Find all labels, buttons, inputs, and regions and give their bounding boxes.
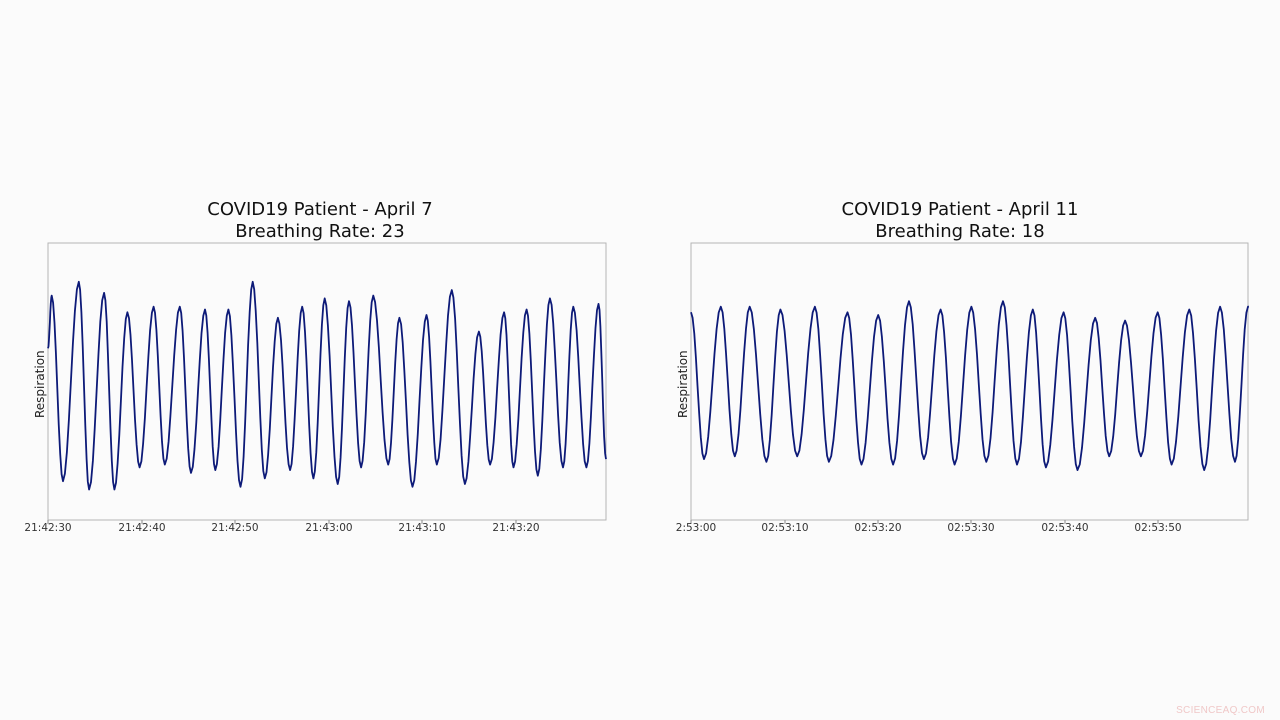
x-tick-label: 21:43:20 <box>492 522 540 534</box>
axes-frame <box>47 242 607 521</box>
x-tick-label: 21:43:00 <box>305 522 353 534</box>
chart-title: COVID19 Patient - April 7 Breathing Rate… <box>0 199 640 243</box>
chart-subtitle-breathing-rate: Breathing Rate: 18 <box>875 221 1045 242</box>
chart-panel-april-11: COVID19 Patient - April 11 Breathing Rat… <box>640 195 1280 545</box>
x-tick-label: 02:53:40 <box>1041 522 1089 534</box>
x-tick-label: 21:43:10 <box>398 522 446 534</box>
chart-panel-april-7: COVID19 Patient - April 7 Breathing Rate… <box>0 195 640 545</box>
plot-area <box>47 242 607 524</box>
plot-area <box>690 242 1250 524</box>
axes-frame <box>690 242 1249 521</box>
chart-subtitle-breathing-rate: Breathing Rate: 23 <box>235 221 405 242</box>
x-tick-label: 21:42:30 <box>24 522 72 534</box>
x-tick-label: 21:42:40 <box>118 522 166 534</box>
chart-title: COVID19 Patient - April 11 Breathing Rat… <box>640 199 1280 243</box>
y-axis-label: Respiration <box>676 350 690 418</box>
x-ticks <box>47 520 517 524</box>
x-tick-label: 02:53:50 <box>1134 522 1182 534</box>
x-tick-label: 2:53:00 <box>675 522 717 534</box>
x-tick-label: 02:53:20 <box>854 522 902 534</box>
respiration-line <box>690 300 1250 471</box>
x-tick-label: 21:42:50 <box>211 522 259 534</box>
watermark: SCIENCEAQ.COM <box>1176 705 1265 716</box>
chart-title-line: COVID19 Patient - April 7 <box>207 199 433 220</box>
y-axis-label: Respiration <box>33 350 47 418</box>
x-tick-label: 02:53:10 <box>761 522 809 534</box>
chart-title-line: COVID19 Patient - April 11 <box>841 199 1079 220</box>
respiration-line <box>47 280 607 491</box>
x-ticks <box>690 520 1159 524</box>
x-tick-label: 02:53:30 <box>947 522 995 534</box>
